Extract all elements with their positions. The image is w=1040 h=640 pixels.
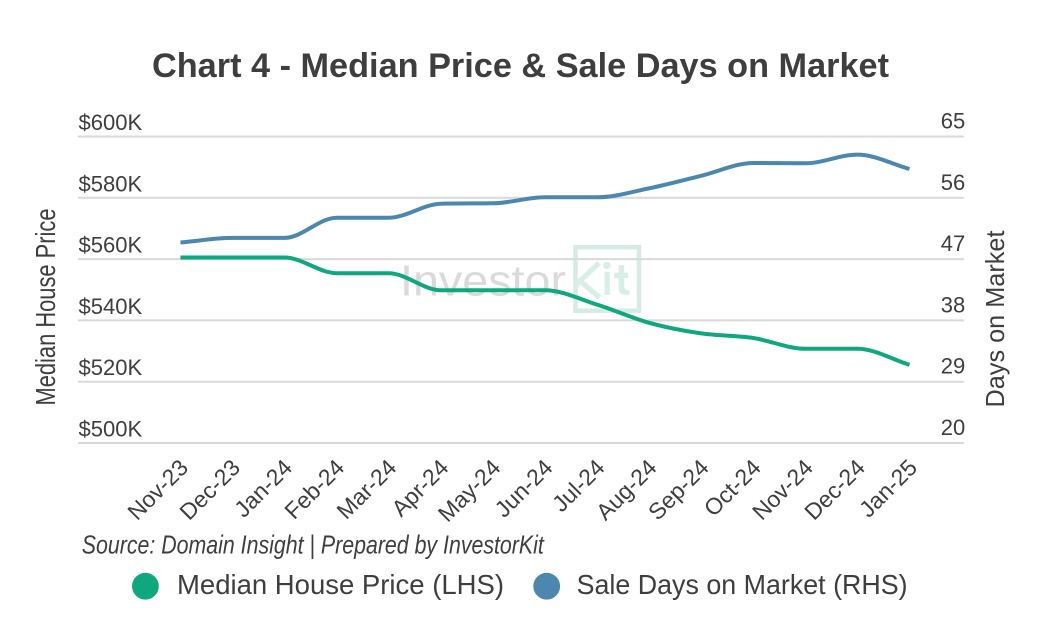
svg-text:$500K: $500K	[79, 417, 143, 442]
svg-text:Chart 4 - Median Price & Sale: Chart 4 - Median Price & Sale Days on Ma…	[152, 47, 889, 85]
svg-text:47: 47	[941, 231, 965, 256]
svg-text:38: 38	[941, 292, 965, 317]
svg-text:29: 29	[941, 354, 965, 379]
svg-text:Days on Market: Days on Market	[980, 230, 1010, 408]
svg-text:$560K: $560K	[79, 233, 143, 258]
svg-text:Sale Days on Market (RHS): Sale Days on Market (RHS)	[577, 569, 908, 600]
svg-text:Investor: Investor	[400, 257, 566, 306]
svg-text:$580K: $580K	[79, 171, 143, 196]
svg-text:$540K: $540K	[79, 294, 143, 319]
svg-text:56: 56	[941, 170, 965, 195]
svg-text:65: 65	[941, 109, 965, 134]
svg-text:Source: Domain Insight | Prepa: Source: Domain Insight | Prepared by Inv…	[82, 529, 545, 559]
svg-text:$520K: $520K	[79, 355, 143, 380]
svg-text:20: 20	[941, 415, 965, 440]
svg-text:Median House Price (LHS): Median House Price (LHS)	[177, 569, 504, 600]
svg-text:$600K: $600K	[79, 110, 143, 135]
svg-text:Median House Price: Median House Price	[30, 209, 61, 406]
